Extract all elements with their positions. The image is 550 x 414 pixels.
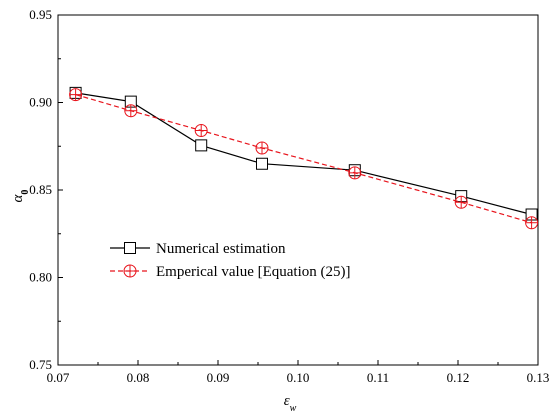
data-point-circle-plus-6 [525,216,539,230]
plot-frame [57,14,539,366]
x-tick-label-3: 0.10 [287,370,310,385]
x-tick-label-6: 0.13 [527,370,550,385]
series-line-1 [75,94,532,224]
data-point-circle-plus-0 [69,88,83,102]
y-tick-label-1: 0.80 [29,270,52,285]
x-tick-label-5: 0.12 [447,370,470,385]
legend-item-empirical: Emperical value [Equation (25)] [110,264,351,280]
x-axis-label: εw [284,393,297,414]
data-point-circle-plus-2 [194,124,208,137]
legend-item-numerical: Numerical estimation [110,241,286,257]
legend-label-numerical: Numerical estimation [156,241,286,257]
y-tick-label-0: 0.75 [29,357,52,372]
legend-label-empirical: Emperical value [Equation (25)] [156,264,351,280]
axis-ticks: 0.07 0.08 0.09 0.10 0.11 0.12 0.13 0.75 0.80 0.85… [29,7,549,385]
x-tick-label-2: 0.09 [207,370,230,385]
legend-marker-numerical [124,242,136,254]
data-point-square-3 [256,157,268,170]
data-point-square-2 [195,139,208,152]
data-point-circle-plus-4 [348,166,362,180]
data-point-circle-plus-5 [454,195,468,209]
x-tick-label-1: 0.08 [127,370,150,385]
y-tick-label-4: 0.95 [29,7,52,22]
y-tick-label-3: 0.90 [29,95,52,110]
x-tick-label-4: 0.11 [367,370,389,385]
x-tick-label-0: 0.07 [47,370,70,385]
y-tick-label-2: 0.85 [29,182,52,197]
legend: Numerical estimation Emperical value [Eq… [110,241,351,280]
series-1 [69,88,539,230]
data-point-circle-plus-1 [124,104,138,118]
data-point-circle-plus-3 [255,141,269,155]
y-axis-label: α0 [10,190,31,203]
series-layer [69,86,539,230]
